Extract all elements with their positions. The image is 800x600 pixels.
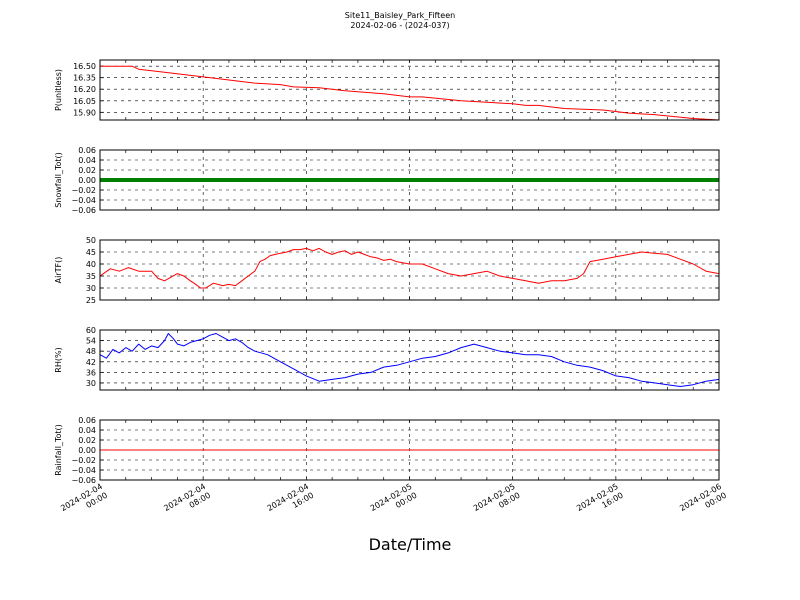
y-tick-label: 42	[86, 358, 96, 367]
chart-title-line-1: Site11_Baisley_Park_Fifteen	[345, 11, 455, 20]
axes-frame	[99, 239, 720, 301]
panel-5: −0.06−0.04−0.020.000.020.040.06 Rainfall_…	[54, 416, 720, 485]
y-tick-label: 16.05	[73, 97, 96, 106]
y-tick-label: 30	[86, 379, 96, 388]
series-line	[100, 333, 719, 387]
y-tick-label: 60	[86, 326, 96, 335]
y-tick-label: 15.90	[73, 108, 96, 117]
series-line	[100, 247, 719, 289]
y-tick-label: 0.00	[78, 446, 96, 455]
y-axis-label: Snowfall_Tot()	[54, 152, 63, 208]
y-tick-label: 30	[86, 284, 96, 293]
y-tick-label: 0.06	[78, 416, 96, 425]
y-tick-label: 16.35	[73, 74, 96, 83]
y-tick-label: 0.00	[78, 176, 96, 185]
y-tick-label: 0.04	[78, 426, 96, 435]
y-tick-label: 16.20	[73, 85, 96, 94]
y-tick-label: −0.06	[71, 206, 96, 215]
panel-3: 25 30 35 40 45 50 AirTF()	[54, 236, 720, 305]
axes-frame	[99, 149, 720, 211]
y-tick-label: 40	[86, 260, 96, 269]
y-tick-label: 54	[86, 337, 96, 346]
y-tick-label: 0.02	[78, 436, 96, 445]
y-tick-label: 45	[86, 248, 96, 257]
axes-frame	[99, 59, 720, 121]
y-tick-label: −0.04	[71, 466, 96, 475]
y-axis-label: RH(%)	[54, 347, 63, 372]
panels: 15.90 16.05 16.20 16.35 16.50 P(unitless) −0.0…	[54, 59, 720, 485]
y-tick-label: 35	[86, 272, 96, 281]
series-line	[100, 65, 719, 120]
y-tick-label: −0.04	[71, 196, 96, 205]
y-tick-label: −0.02	[71, 456, 96, 465]
y-axis-label: P(unitless)	[54, 69, 63, 111]
axes-frame	[99, 329, 720, 391]
panel-1: 15.90 16.05 16.20 16.35 16.50 P(unitless)	[54, 59, 720, 121]
y-axis-label: Rainfall_Tot()	[54, 424, 63, 476]
y-tick-label: −0.02	[71, 186, 96, 195]
y-tick-label: 36	[86, 368, 96, 377]
y-tick-label: 25	[86, 296, 96, 305]
y-tick-label: 48	[86, 347, 96, 356]
y-tick-label: 0.02	[78, 166, 96, 175]
y-tick-label: 50	[86, 236, 96, 245]
panel-2: −0.06−0.04−0.020.000.020.040.06 Snowfall_…	[54, 146, 720, 215]
y-tick-label: 16.50	[73, 62, 96, 71]
y-tick-label: 0.04	[78, 156, 96, 165]
chart-title-line-2: 2024-02-06 - (2024-037)	[350, 21, 449, 30]
y-tick-label: −0.06	[71, 476, 96, 485]
y-tick-label: 0.06	[78, 146, 96, 155]
x-axis-label: Date/Time	[369, 535, 452, 554]
y-axis-label: AirTF()	[54, 257, 63, 284]
axes-frame	[99, 419, 720, 481]
